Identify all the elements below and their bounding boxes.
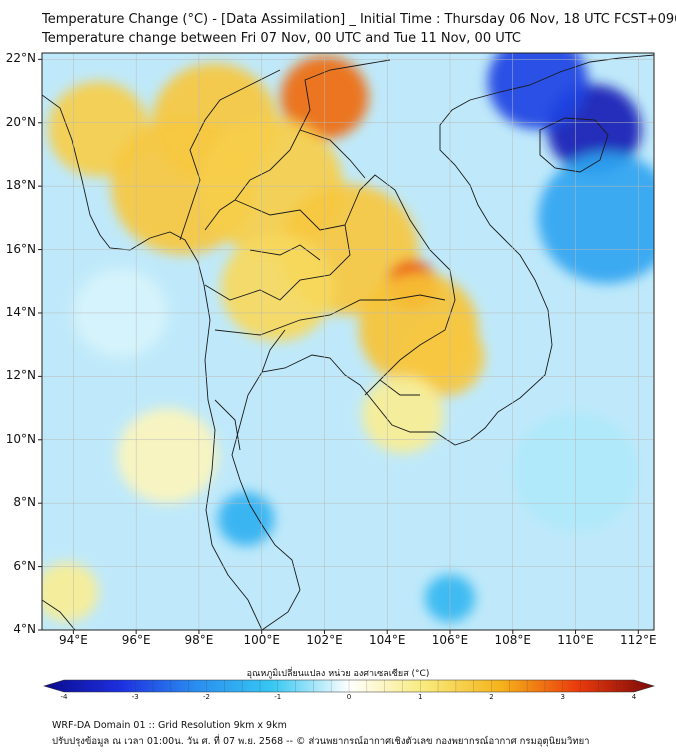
lat-label: 4°N [13, 622, 36, 636]
colorbar-tick-label: 1 [418, 693, 423, 701]
lon-label: 98°E [184, 633, 214, 647]
lat-label: 6°N [13, 558, 36, 573]
field-malay-blue [217, 492, 275, 546]
lon-label: 102°E [306, 633, 343, 647]
lon-label: 96°E [121, 633, 151, 647]
lat-label: 16°N [5, 241, 36, 256]
lat-label: 12°N [5, 368, 36, 383]
field-south-vietnam-yellow [402, 318, 485, 397]
lat-label: 18°N [5, 178, 36, 193]
colorbar-tick-label: 3 [560, 693, 565, 701]
lat-label: 14°N [5, 304, 36, 319]
map-title: Temperature Change (°C) - [Data Assimila… [42, 12, 676, 27]
field-mekong-pale [362, 375, 444, 454]
lon-label: 108°E [494, 633, 532, 647]
colorbar-title: อุณหภูมิเปลี่ยนแปลง หน่วย องศาเซลเซียส (… [246, 669, 430, 679]
lon-label: 112°E [620, 633, 657, 647]
colorbar-tick-label: 2 [489, 693, 494, 701]
map-frame [41, 52, 655, 631]
footer-credit: ปรับปรุงข้อมูล ณ เวลา 01:00น. วัน ศ. ที่… [52, 736, 590, 747]
lon-label: 110°E [557, 633, 594, 647]
graticule [42, 53, 654, 630]
map-subtitle: Temperature change between Fri 07 Nov, 0… [42, 31, 521, 46]
field-scs-blue [537, 152, 654, 284]
colorbar-tick-label: -3 [131, 693, 139, 701]
field-central-thai-yellow [220, 233, 334, 342]
lat-label: 22°N [5, 51, 36, 66]
lat-label: 10°N [5, 431, 36, 446]
colorbar-tick-label: -1 [274, 693, 282, 701]
lon-label: 106°E [431, 633, 469, 647]
lon-label: 104°E [368, 633, 406, 647]
colorbar [42, 679, 656, 693]
lon-label: 94°E [58, 633, 88, 647]
colorbar-tick-label: -2 [203, 693, 210, 701]
lat-label: 8°N [13, 495, 36, 510]
field-andaman-pale [117, 407, 218, 504]
colorbar-tick-label: 4 [631, 693, 637, 701]
colorbar-tick-label: -4 [60, 693, 68, 701]
lat-label: 20°N [5, 114, 36, 129]
colorbar-tick-label: 0 [346, 693, 352, 701]
coastlines-and-borders [42, 54, 654, 630]
lon-label: 100°E [243, 633, 280, 647]
footer-model-info: WRF-DA Domain 01 :: Grid Resolution 9km … [52, 720, 287, 731]
field-south-west-yellow [42, 562, 99, 622]
